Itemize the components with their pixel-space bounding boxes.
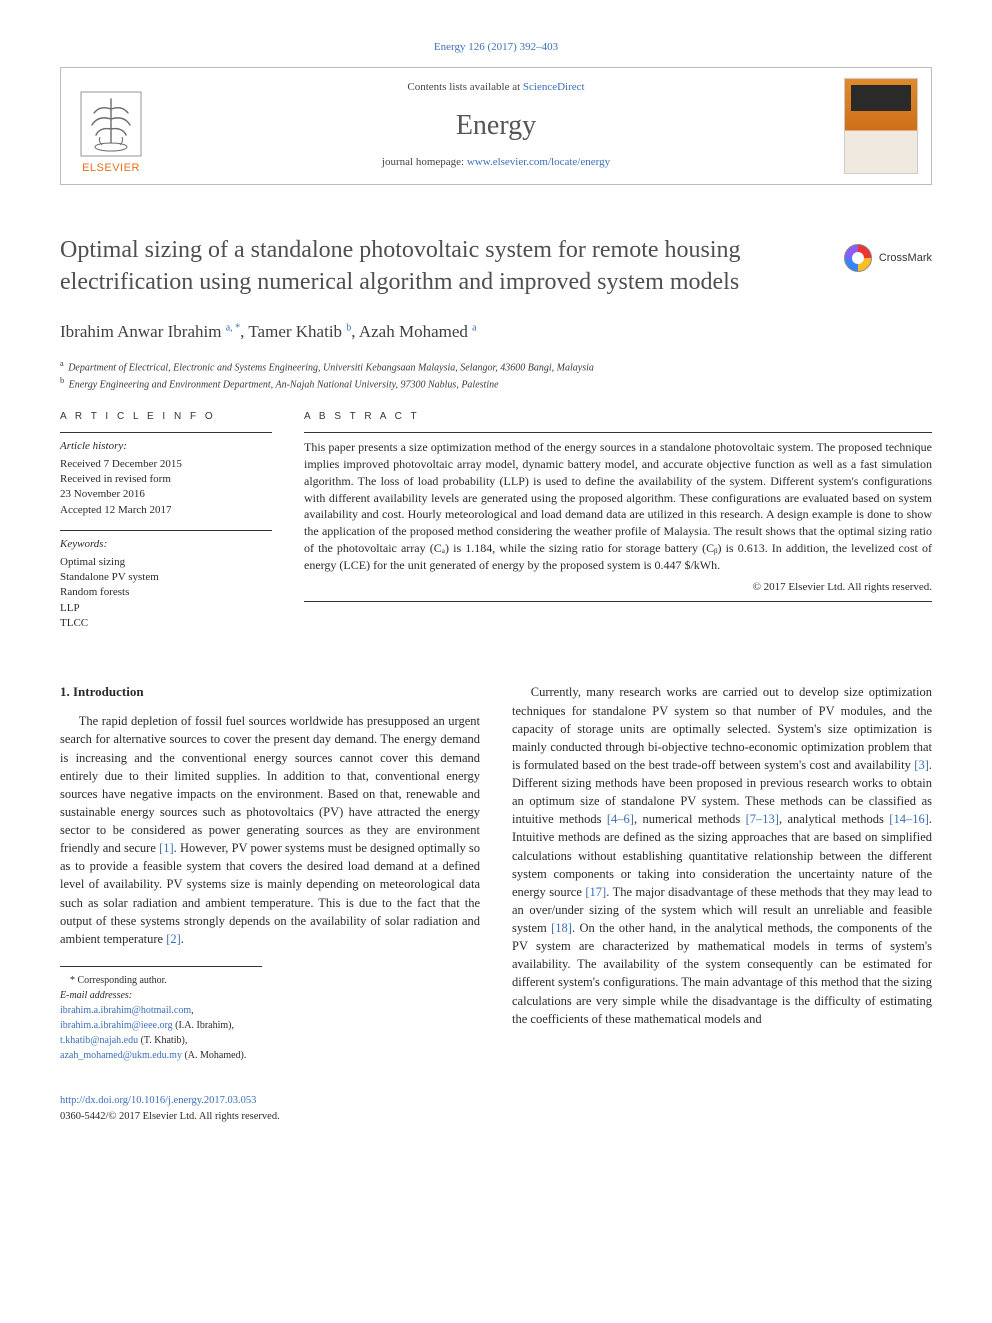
keywords-head: Keywords: bbox=[60, 537, 272, 552]
ref-link[interactable]: [1] bbox=[159, 841, 174, 855]
abstract-heading: A B S T R A C T bbox=[304, 410, 932, 424]
header-middle: Contents lists available at ScienceDirec… bbox=[161, 68, 831, 184]
crossmark-badge[interactable]: CrossMark bbox=[843, 243, 932, 273]
history-line: 23 November 2016 bbox=[60, 487, 272, 502]
keyword: TLCC bbox=[60, 616, 272, 631]
citation-line: Energy 126 (2017) 392–403 bbox=[60, 40, 932, 55]
title-row: Optimal sizing of a standalone photovolt… bbox=[60, 235, 932, 297]
affiliations: a Department of Electrical, Electronic a… bbox=[60, 358, 932, 393]
bottom-meta: http://dx.doi.org/10.1016/j.energy.2017.… bbox=[60, 1093, 932, 1125]
email-link[interactable]: ibrahim.a.ibrahim@hotmail.com bbox=[60, 1005, 191, 1016]
keyword: Random forests bbox=[60, 585, 272, 600]
intro-paragraph-cont: Currently, many research works are carri… bbox=[512, 683, 932, 1027]
email-addresses: E-mail addresses: ibrahim.a.ibrahim@hotm… bbox=[60, 988, 262, 1063]
ref-link[interactable]: [3] bbox=[914, 758, 929, 772]
publisher-logo-cell: ELSEVIER bbox=[61, 68, 161, 184]
authors-line: Ibrahim Anwar Ibrahim a, *, Tamer Khatib… bbox=[60, 320, 932, 344]
sciencedirect-link[interactable]: ScienceDirect bbox=[523, 81, 585, 93]
elsevier-logo: ELSEVIER bbox=[80, 91, 142, 176]
keyword: Optimal sizing bbox=[60, 555, 272, 570]
crossmark-label: CrossMark bbox=[879, 251, 932, 266]
homepage-prefix: journal homepage: bbox=[382, 156, 467, 168]
journal-homepage-link[interactable]: www.elsevier.com/locate/energy bbox=[467, 156, 610, 168]
journal-header-card: ELSEVIER Contents lists available at Sci… bbox=[60, 67, 932, 185]
email-link[interactable]: azah_mohamed@ukm.edu.my bbox=[60, 1050, 182, 1061]
info-rule-2 bbox=[60, 530, 272, 531]
history-line: Received in revised form bbox=[60, 472, 272, 487]
body-column-left: 1. Introduction The rapid depletion of f… bbox=[60, 683, 480, 1062]
issn-copyright-line: 0360-5442/© 2017 Elsevier Ltd. All right… bbox=[60, 1109, 932, 1125]
info-rule-1 bbox=[60, 432, 272, 433]
introduction-heading: 1. Introduction bbox=[60, 683, 480, 702]
contents-lists-line: Contents lists available at ScienceDirec… bbox=[171, 80, 821, 95]
ref-link[interactable]: [4–6] bbox=[607, 812, 634, 826]
footnotes: * Corresponding author. E-mail addresses… bbox=[60, 966, 262, 1063]
citation-link[interactable]: Energy 126 (2017) 392–403 bbox=[434, 41, 558, 53]
history-line: Received 7 December 2015 bbox=[60, 457, 272, 472]
abstract-rule-bottom bbox=[304, 601, 932, 602]
ref-link[interactable]: [2] bbox=[166, 932, 181, 946]
keyword: Standalone PV system bbox=[60, 570, 272, 585]
article-info-column: A R T I C L E I N F O Article history: R… bbox=[60, 410, 272, 643]
keyword: LLP bbox=[60, 601, 272, 616]
contents-prefix: Contents lists available at bbox=[407, 81, 522, 93]
keywords-block: Keywords: Optimal sizing Standalone PV s… bbox=[60, 537, 272, 631]
article-info-heading: A R T I C L E I N F O bbox=[60, 410, 272, 424]
article-history-block: Article history: Received 7 December 201… bbox=[60, 439, 272, 518]
crossmark-icon bbox=[843, 243, 873, 273]
abstract-text: This paper presents a size optimization … bbox=[304, 439, 932, 573]
email-link[interactable]: ibrahim.a.ibrahim@ieee.org bbox=[60, 1020, 173, 1031]
journal-cover-thumbnail bbox=[844, 78, 918, 174]
corresponding-author-note: * Corresponding author. bbox=[60, 973, 262, 988]
abstract-column: A B S T R A C T This paper presents a si… bbox=[304, 410, 932, 643]
cover-thumb-cell bbox=[831, 68, 931, 184]
elsevier-wordmark: ELSEVIER bbox=[80, 161, 142, 176]
journal-name: Energy bbox=[171, 106, 821, 145]
info-abstract-row: A R T I C L E I N F O Article history: R… bbox=[60, 410, 932, 643]
email-link[interactable]: t.khatib@najah.edu bbox=[60, 1035, 138, 1046]
history-head: Article history: bbox=[60, 439, 272, 454]
article-title: Optimal sizing of a standalone photovolt… bbox=[60, 235, 827, 297]
body-column-right: Currently, many research works are carri… bbox=[512, 683, 932, 1062]
abstract-rule bbox=[304, 432, 932, 433]
ref-link[interactable]: [18] bbox=[551, 921, 572, 935]
doi-link[interactable]: http://dx.doi.org/10.1016/j.energy.2017.… bbox=[60, 1095, 256, 1106]
ref-link[interactable]: [7–13] bbox=[746, 812, 779, 826]
ref-link[interactable]: [14–16] bbox=[889, 812, 929, 826]
journal-homepage-line: journal homepage: www.elsevier.com/locat… bbox=[171, 155, 821, 170]
intro-paragraph: The rapid depletion of fossil fuel sourc… bbox=[60, 712, 480, 948]
body-two-columns: 1. Introduction The rapid depletion of f… bbox=[60, 683, 932, 1062]
abstract-copyright: © 2017 Elsevier Ltd. All rights reserved… bbox=[304, 580, 932, 595]
ref-link[interactable]: [17] bbox=[585, 885, 606, 899]
history-line: Accepted 12 March 2017 bbox=[60, 503, 272, 518]
elsevier-tree-icon bbox=[80, 91, 142, 157]
